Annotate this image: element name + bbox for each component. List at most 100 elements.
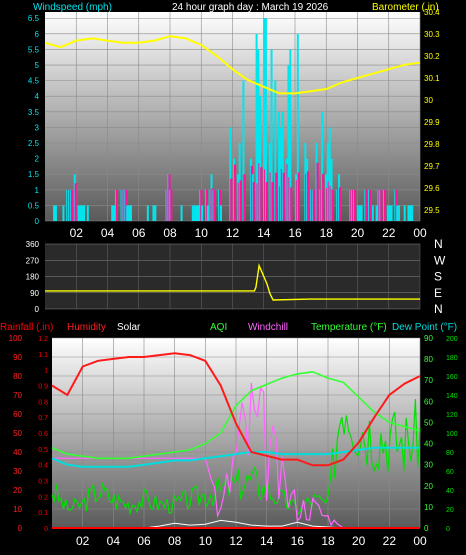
- x-tick-label: 22: [382, 226, 396, 240]
- x-tick-label: 00: [413, 226, 427, 240]
- wind-tick-label: 1.5: [28, 170, 40, 179]
- rainfall-tick-label: 0.4: [38, 463, 48, 470]
- compass-label: S: [434, 270, 442, 284]
- aqi-tick-label: 60: [446, 469, 454, 476]
- rainfall-tick-label: 1.1: [38, 352, 48, 359]
- aqi-tick-label: 0: [446, 526, 450, 533]
- aqi-tick-label: 120: [446, 412, 458, 419]
- rainfall-tick-label: 0: [44, 526, 48, 533]
- direction-marks: [45, 263, 420, 301]
- multi-sensor-ticks: 010203040506070809010000.10.20.30.40.50.…: [9, 334, 458, 548]
- baro-tick-label: 30.2: [424, 52, 440, 61]
- x-tick-label: 18: [321, 534, 335, 548]
- wind-tick-label: 3.5: [28, 108, 40, 117]
- wind-tick-label: 2: [35, 155, 40, 164]
- humidity-line: [51, 352, 421, 467]
- x-tick-label: 10: [195, 226, 209, 240]
- rainfall-tick-label: 0.8: [38, 399, 48, 406]
- baro-tick-label: 29.9: [424, 118, 440, 127]
- temperature-tick-label: 80: [424, 355, 433, 364]
- baro-tick-label: 30: [424, 96, 433, 105]
- rainfall-tick-label: 1: [44, 368, 48, 375]
- direction-tick-label: 90: [30, 289, 39, 298]
- direction-grid: [45, 243, 421, 310]
- rainfall-tick-label: 0.1: [38, 510, 48, 517]
- baro-tick-label: 29.8: [424, 140, 440, 149]
- x-tick-label: 04: [107, 534, 121, 548]
- x-tick-label: 06: [132, 226, 146, 240]
- windspeed-axis-title: Windspeed (mph): [33, 2, 112, 13]
- x-tick-label: 20: [352, 534, 366, 548]
- x-tick-label: 08: [163, 226, 177, 240]
- humidity-tick-label: 30: [13, 467, 22, 476]
- x-tick-label: 10: [199, 534, 213, 548]
- x-tick-label: 16: [288, 226, 302, 240]
- wind-tick-label: 2.5: [28, 139, 40, 148]
- x-tick-label: 00: [413, 534, 427, 548]
- barometer-axis-title: Barometer (.in): [372, 2, 439, 13]
- aqi-tick-label: 200: [446, 336, 458, 343]
- wind-tick-label: 3: [35, 123, 40, 132]
- wind-baro-ticks: 0 0.5 1 1.5 2 2.5 3 3.5 4 4.5 5 5.5 6 6.5 29.5 29.6 29.7…: [28, 8, 440, 240]
- x-tick-label: 22: [383, 534, 397, 548]
- temperature-legend: Temperature (°F): [311, 322, 387, 333]
- solar-legend: Solar: [117, 322, 141, 333]
- baro-tick-label: 29.7: [424, 162, 440, 171]
- wind-tick-label: 5: [35, 61, 40, 70]
- rainfall-tick-label: 0.5: [38, 447, 48, 454]
- compass-label: W: [434, 253, 446, 267]
- aqi-tick-label: 80: [446, 450, 454, 457]
- temperature-tick-label: 50: [424, 418, 433, 427]
- wind-tick-label: 0.5: [28, 201, 40, 210]
- x-tick-label: 16: [291, 534, 305, 548]
- x-tick-label: 20: [351, 226, 365, 240]
- aqi-legend: AQI: [210, 322, 227, 333]
- humidity-tick-label: 20: [13, 486, 22, 495]
- humidity-tick-label: 60: [13, 410, 22, 419]
- aqi-tick-label: 20: [446, 507, 454, 514]
- baro-tick-label: 29.5: [424, 206, 440, 215]
- compass-label: N: [434, 302, 443, 316]
- humidity-tick-label: 90: [13, 353, 22, 362]
- wind-baro-marks: [44, 18, 421, 221]
- x-tick-label: 08: [168, 534, 182, 548]
- temperature-tick-label: 10: [424, 503, 433, 512]
- aqi-tick-label: 140: [446, 393, 458, 400]
- wind-tick-label: 6: [35, 30, 40, 39]
- temperature-tick-label: 20: [424, 482, 433, 491]
- x-tick-label: 02: [76, 534, 90, 548]
- x-tick-label: 12: [229, 534, 243, 548]
- barometer-line: [44, 35, 421, 95]
- wind-tick-label: 0: [35, 217, 40, 226]
- temperature-line: [51, 370, 421, 460]
- humidity-tick-label: 0: [18, 524, 23, 533]
- baro-tick-label: 30.3: [424, 30, 440, 39]
- x-tick-label: 06: [137, 534, 151, 548]
- rainfall-tick-label: 0.6: [38, 431, 48, 438]
- rainfall-axis-title: Rainfall (.in): [0, 322, 53, 333]
- humidity-tick-label: 50: [13, 429, 22, 438]
- rainfall-tick-label: 1.2: [38, 336, 48, 343]
- direction-tick-label: 0: [35, 305, 40, 314]
- baro-tick-label: 30.4: [424, 8, 440, 17]
- humidity-legend: Humidity: [67, 322, 106, 333]
- temperature-tick-label: 60: [424, 397, 433, 406]
- aqi-tick-label: 100: [446, 431, 458, 438]
- aqi-tick-label: 180: [446, 355, 458, 362]
- wind-tick-label: 5.5: [28, 45, 40, 54]
- wind-tick-label: 4.5: [28, 77, 40, 86]
- dewpoint-legend: Dew Point (°F): [392, 322, 457, 333]
- compass-label: E: [434, 286, 442, 300]
- humidity-tick-label: 40: [13, 448, 22, 457]
- baro-tick-label: 30.1: [424, 74, 440, 83]
- rainfall-tick-label: 0.2: [38, 494, 48, 501]
- humidity-tick-label: 10: [13, 505, 22, 514]
- rainfall-tick-label: 0.7: [38, 415, 48, 422]
- chart-title: 24 hour graph day : March 19 2026: [172, 2, 329, 13]
- multi-sensor-marks: [51, 352, 421, 529]
- humidity-tick-label: 100: [9, 334, 23, 343]
- baro-tick-label: 29.6: [424, 184, 440, 193]
- humidity-tick-label: 80: [13, 372, 22, 381]
